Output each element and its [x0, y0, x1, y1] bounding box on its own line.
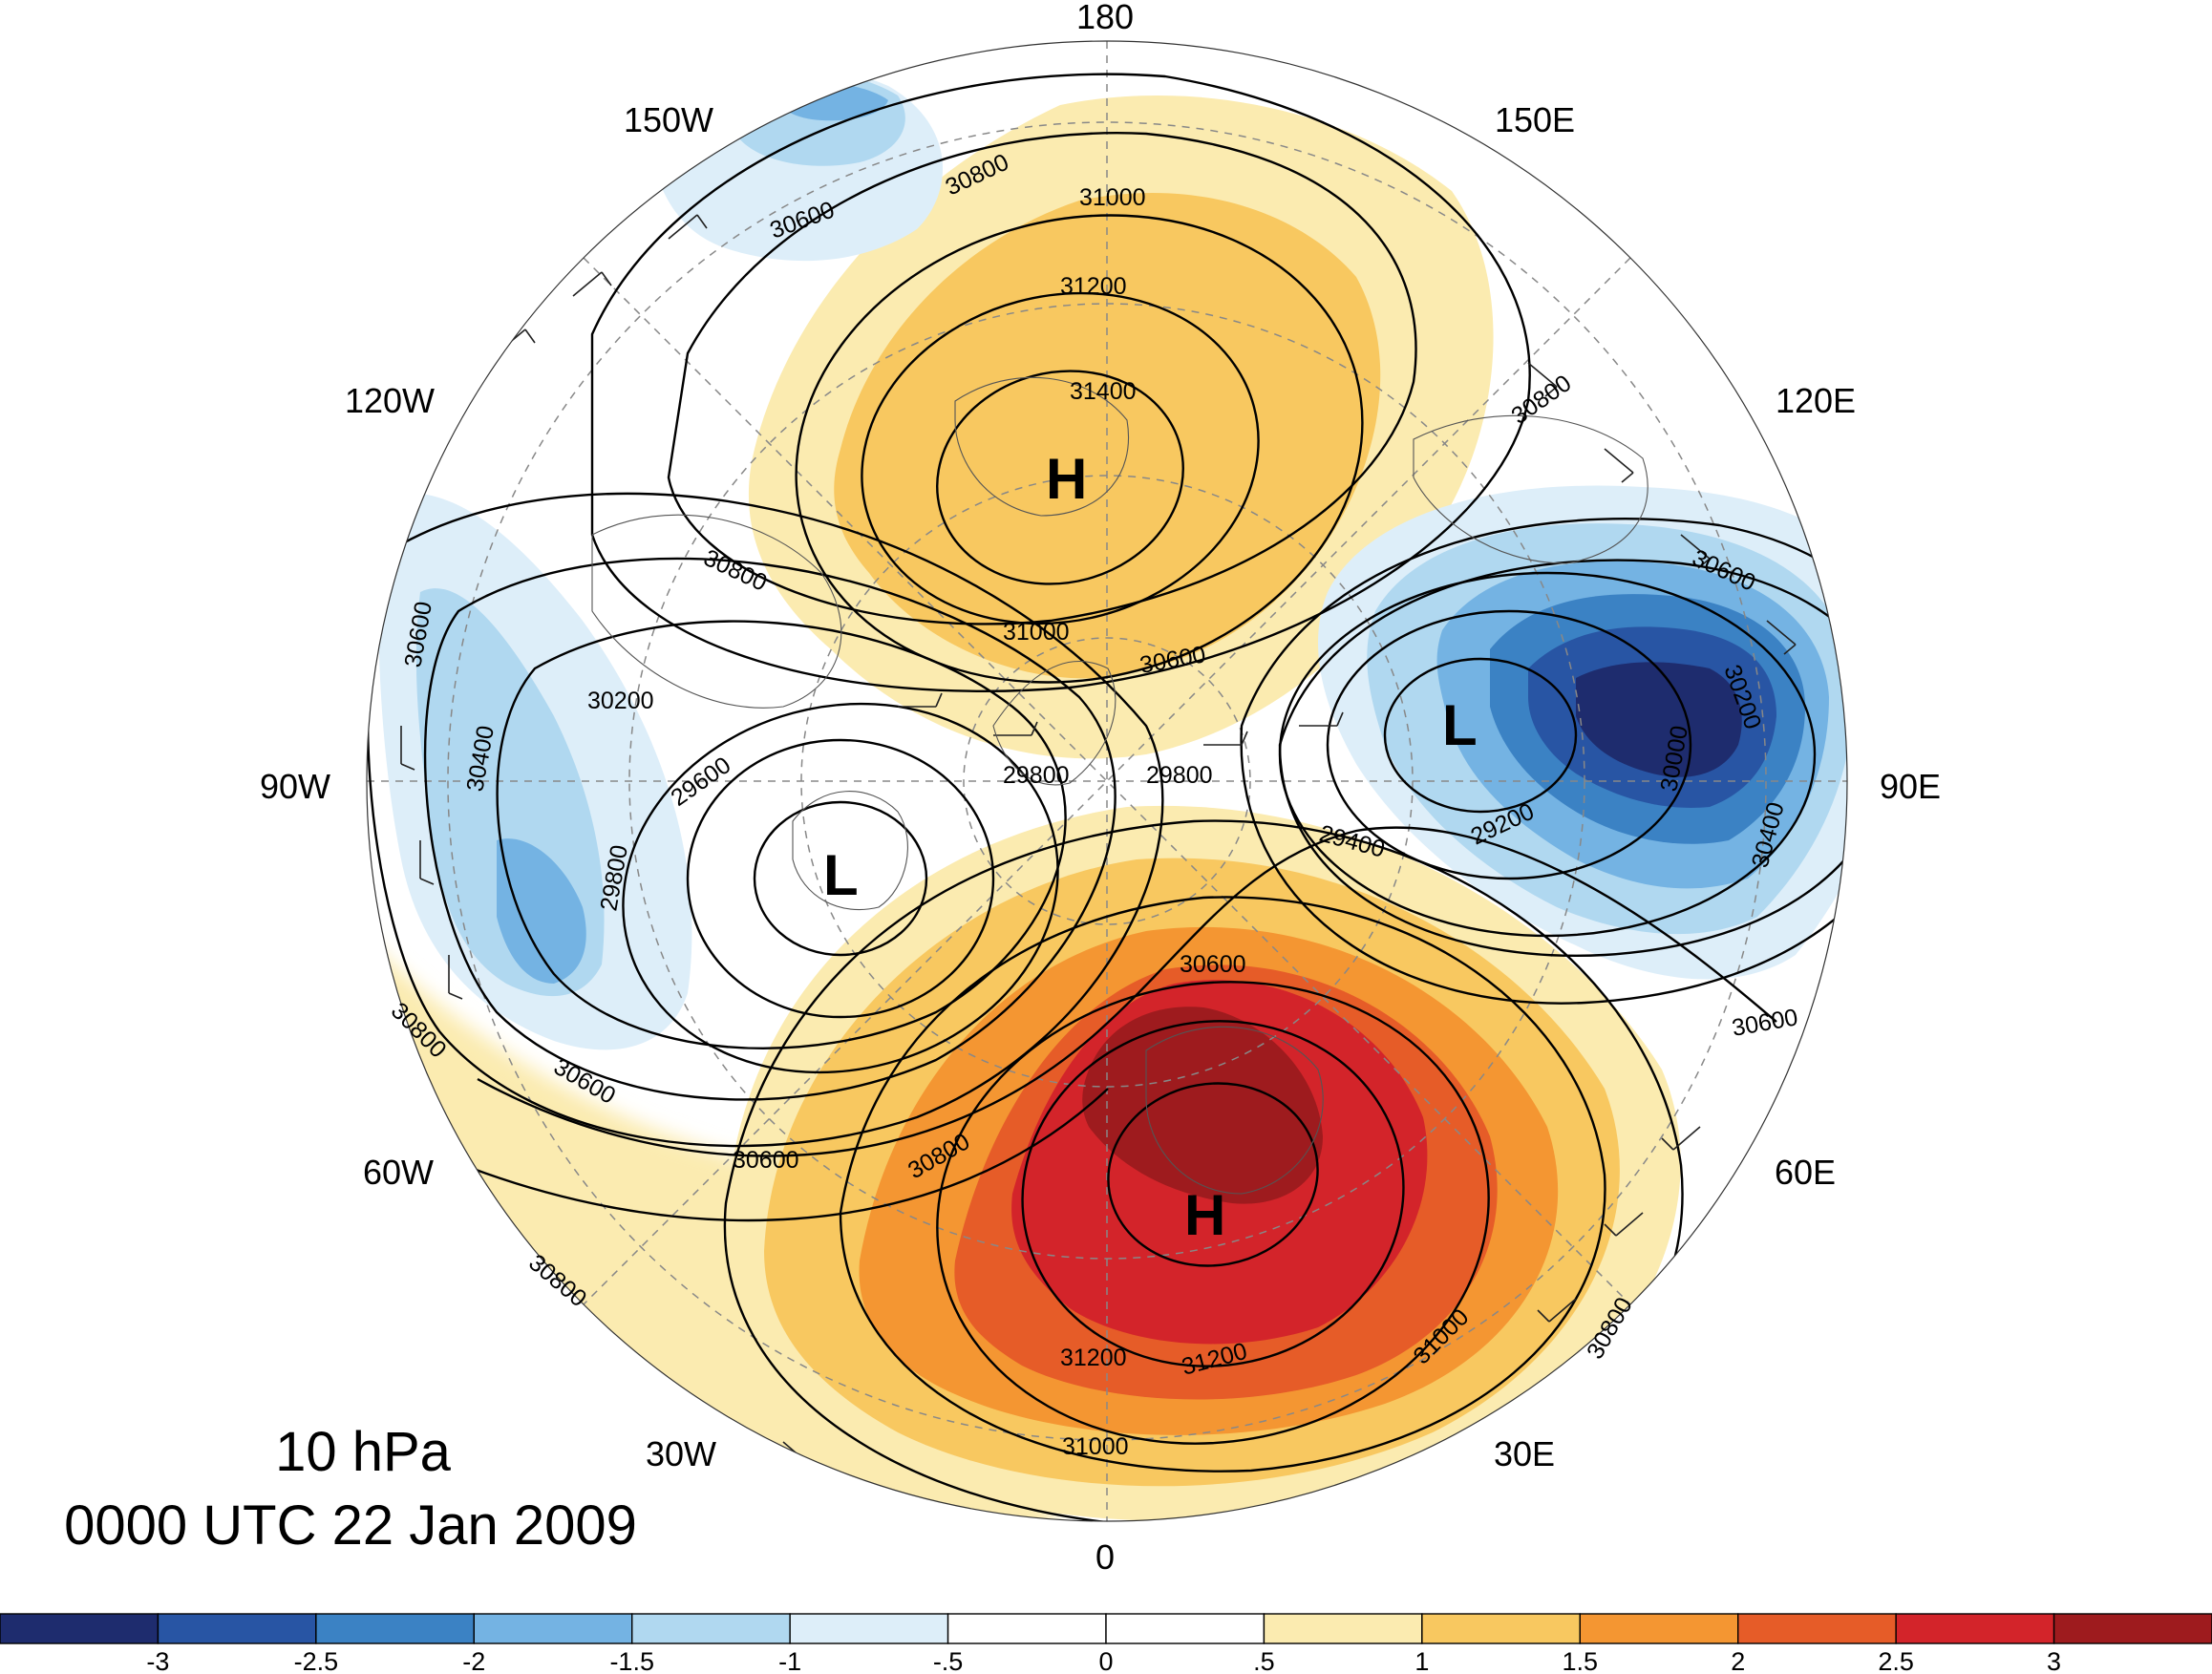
colorbar-tick-label: -3 [146, 1647, 169, 1674]
high-center-label: H [1046, 447, 1087, 511]
europe-warm-anomaly [726, 805, 1681, 1521]
colorbar-swatch [1105, 1613, 1266, 1644]
contour-label: 31400 [1070, 378, 1137, 405]
colorbar-tick-label: 2.5 [1878, 1647, 1914, 1674]
colorbar-tick-label: -2.5 [294, 1647, 339, 1674]
colorbar-tick-label: 1 [1414, 1647, 1429, 1674]
colorbar-swatch [946, 1613, 1107, 1644]
colorbar-swatch [631, 1613, 791, 1644]
low-center-label: L [1442, 693, 1478, 757]
longitude-label-30w: 30W [646, 1434, 716, 1473]
longitude-label-60w: 60W [363, 1153, 434, 1192]
colorbar-swatch [789, 1613, 949, 1644]
contour-label: 31000 [1062, 1433, 1129, 1460]
map-boundary [366, 40, 1848, 1522]
contour-label: 31000 [1003, 619, 1070, 646]
colorbar-tick-label: 0 [1098, 1647, 1113, 1674]
colorbar-swatch [1895, 1613, 2055, 1644]
colorbar-swatch [315, 1613, 475, 1644]
colorbar-tick-label: .5 [1253, 1647, 1275, 1674]
coastlines [591, 376, 1648, 1195]
low-center-label: L [823, 843, 859, 907]
high-center-label: H [1184, 1183, 1225, 1247]
longitude-label-120w: 120W [345, 381, 435, 420]
colorbar-tick-label: 2 [1731, 1647, 1745, 1674]
canada-cold-anomaly [378, 56, 944, 1050]
graticule [367, 41, 1847, 1521]
colorbar-tick-label: -2 [462, 1647, 485, 1674]
colorbar-swatch [157, 1613, 317, 1644]
longitude-label-120e: 120E [1776, 381, 1856, 420]
colorbar-swatch [1579, 1613, 1739, 1644]
contour-label: 29800 [1003, 762, 1070, 789]
contour-label: 31000 [1079, 184, 1146, 211]
colorbar-tick-label: 1.5 [1563, 1647, 1599, 1674]
contour-label: 30600 [733, 1147, 799, 1174]
longitude-label-150w: 150W [624, 100, 713, 139]
colorbar-tick-label: -1.5 [609, 1647, 654, 1674]
colorbar-tick-label: -.5 [933, 1647, 964, 1674]
colorbar: -3 -2.5 -2 -1.5 -1 -.5 0 .5 1 1.5 2 2.5 3 [0, 1613, 2212, 1674]
datetime-title: 0000 UTC 22 Jan 2009 [64, 1494, 637, 1557]
colorbar-swatch [2052, 1613, 2212, 1644]
longitude-label-150e: 150E [1495, 100, 1575, 139]
colorbar-swatch [0, 1613, 160, 1644]
colorbar-tick-label: 3 [2047, 1647, 2061, 1674]
longitude-label-180: 180 [1076, 0, 1134, 36]
contour-label: 29800 [1146, 762, 1213, 789]
longitude-label-0: 0 [1095, 1537, 1115, 1577]
contour-label: 30200 [587, 688, 654, 714]
contour-label: 31200 [1060, 273, 1127, 300]
pressure-level-title: 10 hPa [275, 1421, 452, 1483]
colorbar-swatch [1263, 1613, 1423, 1644]
colorbar-swatch [473, 1613, 633, 1644]
contour-label: 30600 [1180, 951, 1246, 978]
colorbar-tick-label: -1 [778, 1647, 801, 1674]
colorbar-swatch [1421, 1613, 1581, 1644]
longitude-label-30e: 30E [1494, 1434, 1555, 1473]
colorbar-swatch [1737, 1613, 1897, 1644]
longitude-label-90e: 90E [1880, 767, 1941, 806]
longitude-label-90w: 90W [260, 767, 330, 806]
contour-label: 31200 [1060, 1345, 1127, 1371]
longitude-label-60e: 60E [1775, 1153, 1836, 1192]
asia-cold-anomaly [1318, 485, 1847, 980]
